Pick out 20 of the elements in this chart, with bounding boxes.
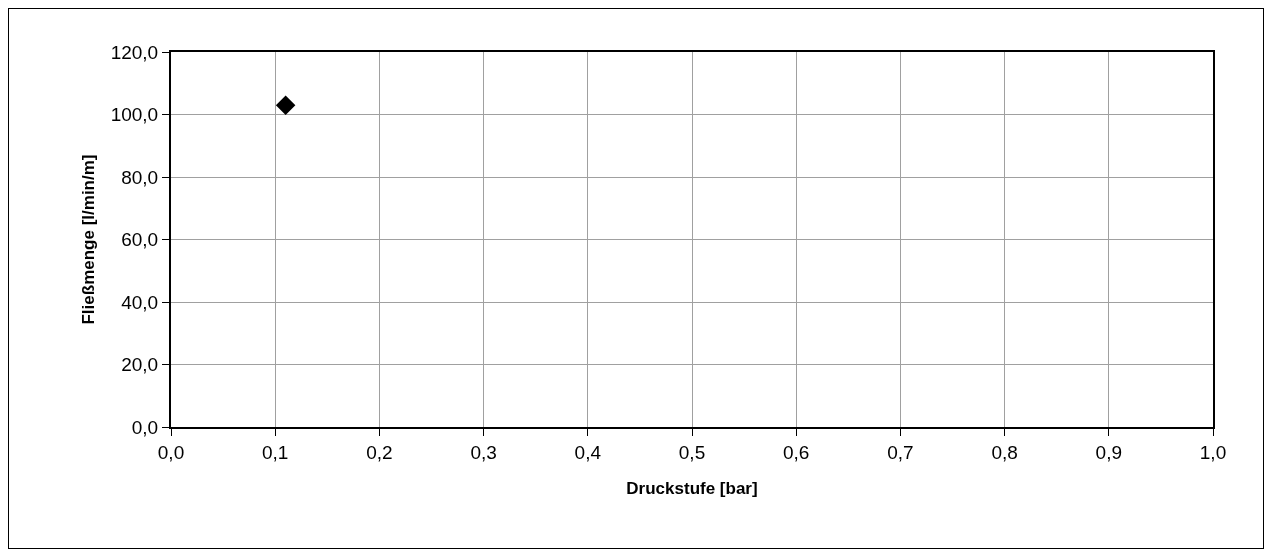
y-tick-label: 0,0 [131, 416, 159, 438]
y-tick-label: 40,0 [121, 291, 159, 313]
x-tick-label: 0,4 [574, 441, 602, 463]
x-tick-label: 0,5 [678, 441, 706, 463]
x-tick-label: 0,0 [157, 441, 185, 463]
x-tick-label: 0,2 [366, 441, 393, 463]
y-tick-label: 80,0 [121, 166, 159, 188]
y-axis-title: Fließmenge [l/min/m] [78, 154, 98, 325]
x-tick-label: 0,1 [261, 441, 289, 463]
x-tick-label: 1,0 [1199, 441, 1227, 463]
y-tick-label: 100,0 [110, 104, 159, 126]
y-tick-label: 20,0 [121, 354, 159, 376]
x-axis-title: Druckstufe [bar] [626, 478, 758, 498]
y-tick-label: 120,0 [110, 41, 159, 63]
x-tick-label: 0,7 [887, 441, 914, 463]
y-tick-label: 60,0 [121, 229, 159, 251]
x-tick-label: 0,6 [782, 441, 810, 463]
x-tick-label: 0,3 [470, 441, 497, 463]
x-tick-label: 0,8 [991, 441, 1018, 463]
x-tick-label: 0,9 [1095, 441, 1123, 463]
